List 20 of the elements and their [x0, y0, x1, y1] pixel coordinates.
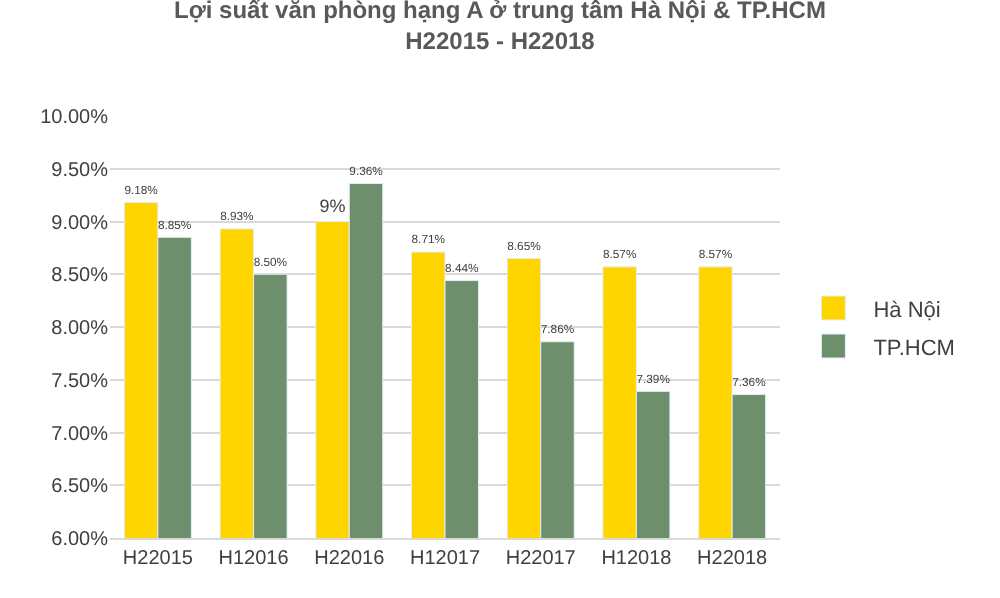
- y-tick-label: 8.00%: [51, 318, 109, 340]
- x-tick-label: H22016: [314, 548, 386, 570]
- data-label: 9%: [319, 195, 346, 216]
- x-tick-label: H22017: [505, 548, 577, 570]
- legend-label: TP.HCM: [873, 336, 955, 361]
- y-tick-label: 10.00%: [40, 107, 109, 129]
- x-tick-label: H12016: [218, 548, 290, 570]
- x-tick-label: H12018: [601, 548, 673, 570]
- y-tick-label: 7.50%: [51, 370, 109, 393]
- y-tick-label: 6.50%: [51, 476, 109, 499]
- y-tick-label: 9.00%: [51, 212, 109, 235]
- y-tick-label: 9.50%: [51, 159, 109, 182]
- legend-label: Hà Nội: [873, 298, 941, 323]
- chart-title: Lợi suất văn phòng hạng A ở trung tâm Hà Nội & TP.HCM H22015 - H22018: [174, 0, 826, 56]
- y-tick-label: 6.00%: [51, 529, 109, 551]
- y-tick-label: 7.00%: [51, 423, 109, 446]
- x-tick-label: H22018: [697, 548, 769, 570]
- y-tick-label: 8.50%: [51, 265, 109, 288]
- x-tick-label: H12017: [409, 548, 481, 570]
- x-tick-label: H22015: [122, 548, 194, 570]
